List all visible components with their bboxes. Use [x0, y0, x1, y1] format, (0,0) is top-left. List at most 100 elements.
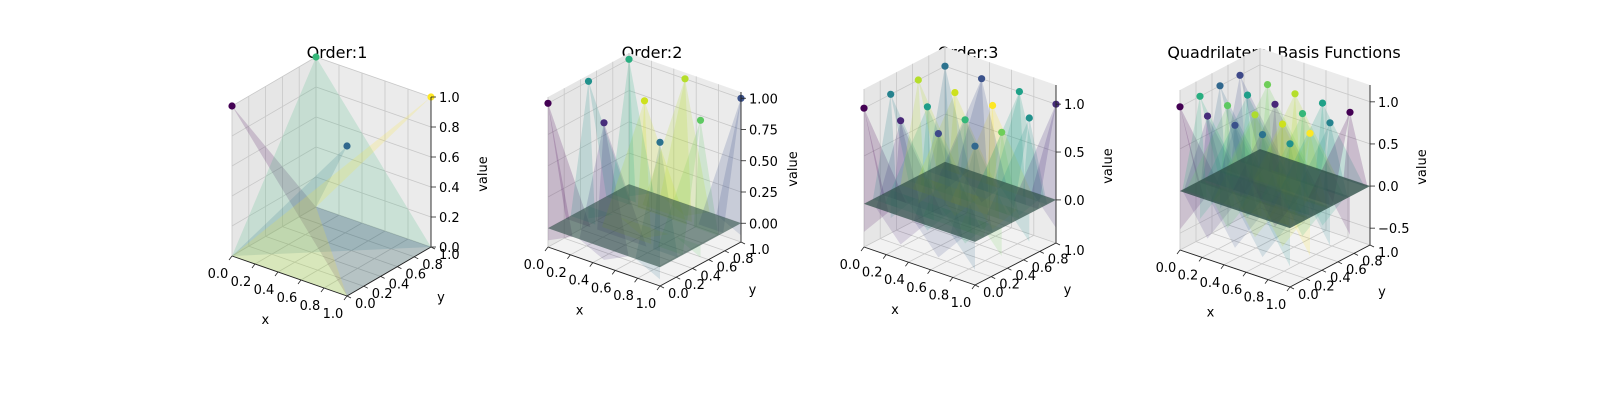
y-tick-label: 0.6 [1346, 263, 1367, 278]
basis-surface [232, 146, 431, 256]
axis-panes [232, 57, 431, 296]
tick-labels: 0.00.20.40.60.81.00.00.20.40.60.81.00.00… [524, 92, 778, 312]
gridline-z [547, 121, 742, 167]
zero-plane [548, 184, 741, 268]
z-tick-label: −0.5 [1378, 222, 1410, 237]
node-point [544, 99, 552, 107]
node-point [1278, 120, 1287, 128]
basis-surface [890, 94, 933, 190]
z-tick-label: 0.6 [439, 151, 460, 166]
basis-surface-lobe [876, 208, 925, 245]
x-tick-label: 0.4 [884, 273, 905, 288]
y-tick-label: 0.0 [983, 286, 1004, 301]
z-tick-label: 0.2 [439, 211, 460, 226]
x-tick [567, 254, 571, 260]
x-tick-label: 0.6 [277, 291, 298, 306]
y-tick-label: 0.6 [1032, 261, 1053, 276]
basis-surface [232, 57, 431, 296]
x-tick-label: 0.4 [1200, 276, 1221, 291]
basis-surface-lobe [1238, 210, 1287, 258]
y-tick-label: 0.0 [1298, 288, 1319, 303]
x-tick [251, 263, 256, 269]
gridline-z [547, 90, 742, 135]
y-tick [991, 276, 996, 279]
basis-surface [693, 120, 719, 236]
gridline-y [1243, 56, 1355, 254]
y-axis-label: y [1064, 283, 1072, 298]
y-tick-label: 0.2 [372, 287, 393, 302]
node-point [934, 130, 943, 138]
node-point [1271, 100, 1279, 108]
node-point [914, 76, 922, 84]
x-tick [1286, 286, 1291, 292]
basis-surface [986, 105, 1035, 201]
y-tick-label: 0.4 [1330, 271, 1351, 286]
z-tick-label: 1.00 [749, 92, 778, 107]
basis-surface [957, 78, 1006, 183]
y-tick [414, 256, 419, 260]
x-tick [1198, 257, 1203, 262]
z-axis-label: value [1415, 149, 1430, 185]
basis-surface-lobe [950, 233, 975, 270]
x-tick-label: 0.2 [1178, 268, 1199, 283]
gridline-z [231, 206, 432, 257]
node-point [1263, 81, 1272, 89]
z-tick-label: 0.00 [749, 217, 778, 232]
y-tick-label: 0.8 [1048, 252, 1069, 267]
node-point [1025, 114, 1033, 122]
z-tick-label: 1.0 [1064, 98, 1085, 113]
basis-surface [900, 80, 925, 194]
y-tick-label: 1.0 [1064, 244, 1085, 259]
y-tick [740, 241, 746, 245]
y-tick [363, 285, 368, 289]
gridline-z [231, 86, 432, 137]
y-tick [1369, 244, 1375, 248]
basis-surfaces [864, 66, 1056, 270]
floor-pane [232, 207, 431, 296]
basis-surface [945, 66, 970, 171]
z-axis-label: value [786, 151, 801, 187]
y-tick-label: 1.0 [1378, 246, 1399, 261]
x-tick [1176, 249, 1181, 255]
node-point [681, 75, 689, 83]
y-tick [974, 284, 980, 288]
gridline-y [1211, 73, 1323, 271]
y-axis-label: y [1378, 285, 1386, 300]
x-tick [927, 269, 931, 275]
x-tick [905, 261, 909, 267]
node-point [1223, 102, 1232, 110]
x-tick-label: 0.6 [591, 281, 612, 296]
back-wall-pane [316, 57, 431, 247]
basis-surface [611, 59, 636, 203]
gridline-z [863, 113, 1057, 157]
zero-plane [864, 161, 1056, 242]
x-tick [971, 284, 976, 290]
y-tick [1305, 278, 1311, 281]
gridline-z [231, 116, 432, 167]
node-point [971, 142, 979, 150]
node-point [961, 116, 969, 124]
z-tick-label: 0.4 [439, 181, 460, 196]
x-axis-line [863, 246, 976, 286]
node-point [989, 101, 997, 110]
x-axis-line [231, 255, 348, 297]
x-axis-label: x [1207, 305, 1215, 320]
node-point [1243, 91, 1252, 99]
basis-surface-lobe [1210, 201, 1260, 248]
basis-surface-lobe [635, 258, 660, 280]
x-axis-label: x [261, 313, 269, 328]
basis-surface [642, 78, 692, 222]
y-tick [708, 259, 713, 262]
x-tick-label: 1.0 [636, 297, 657, 312]
basis-surface [1343, 112, 1368, 188]
axes [547, 92, 742, 287]
node-point [897, 117, 905, 125]
x-tick [228, 255, 233, 261]
node-point [887, 90, 895, 98]
y-tick-label: 0.2 [684, 278, 705, 293]
floor-pane [1180, 208, 1370, 287]
basis-surface [948, 92, 998, 188]
node-point [1306, 129, 1314, 137]
x-tick-label: 0.8 [1244, 291, 1265, 306]
